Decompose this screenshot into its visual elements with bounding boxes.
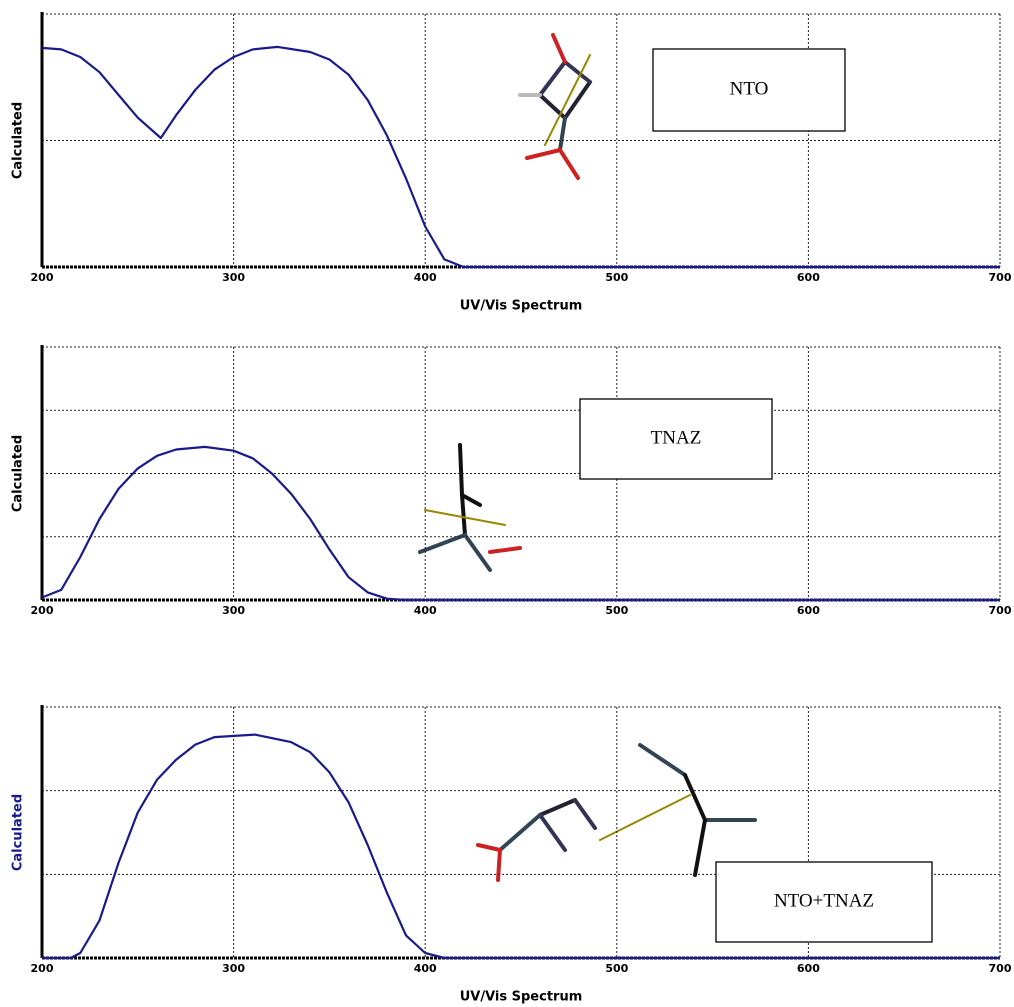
x-tick-label: 700: [989, 604, 1012, 617]
annotation: NTO: [730, 78, 769, 99]
x-tick-label: 200: [31, 271, 54, 284]
x-tick-label: 600: [797, 271, 820, 284]
x-tick-label: 500: [605, 604, 628, 617]
x-tick-label: 700: [989, 271, 1012, 284]
spectrum-line: [42, 447, 1000, 600]
x-tick-label: 400: [414, 271, 437, 284]
x-tick-label: 400: [414, 604, 437, 617]
x-tick-label: 700: [989, 962, 1012, 975]
x-tick-label: 300: [222, 962, 245, 975]
y-axis-label: Calculated: [11, 435, 26, 512]
x-tick-label: 300: [222, 271, 245, 284]
spectrum-line: [42, 47, 1000, 267]
y-axis-label: Calculated: [11, 794, 26, 871]
x-axis-label: UV/Vis Spectrum: [460, 299, 583, 314]
annotation: NTO+TNAZ: [774, 890, 874, 911]
x-tick-label: 600: [797, 604, 820, 617]
x-tick-label: 300: [222, 604, 245, 617]
molecule-tnaz: [420, 445, 520, 570]
x-tick-label: 600: [797, 962, 820, 975]
molecule-nto: [520, 35, 590, 178]
x-tick-label: 200: [31, 604, 54, 617]
x-tick-label: 500: [605, 271, 628, 284]
x-axis-label: UV/Vis Spectrum: [460, 990, 583, 1005]
figure: 200 300 400 500 600 700 Calculated UV/Vis Spect…: [0, 0, 1014, 1007]
x-tick-label: 200: [31, 962, 54, 975]
x-tick-label: 400: [414, 962, 437, 975]
annotation: TNAZ: [651, 427, 702, 448]
y-axis-label: Calculated: [11, 102, 26, 179]
x-tick-label: 500: [605, 962, 628, 975]
